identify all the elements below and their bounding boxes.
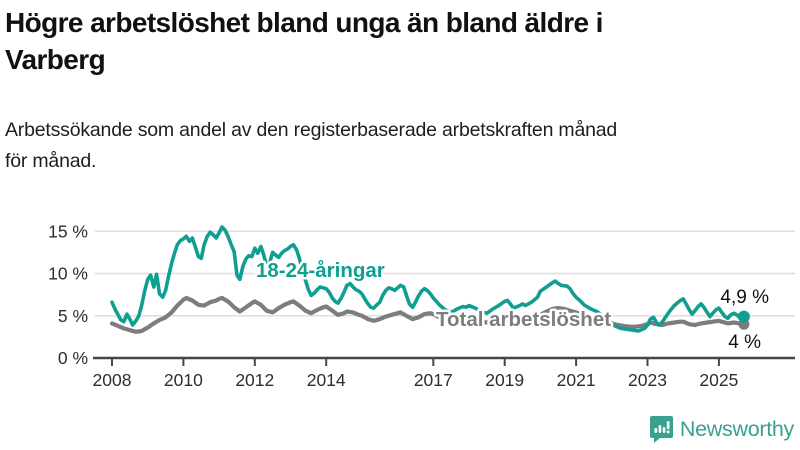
title-line-1: Högre arbetslöshet bland unga än bland ä… [5, 7, 603, 38]
series-line-1 [110, 225, 746, 333]
y-axis-labels: 0 % 5 % 10 % 15 % [48, 221, 88, 368]
bar-chart-speech-bubble-icon [649, 416, 673, 443]
x-tick-label: 2008 [93, 370, 132, 390]
y-tick-label: 0 % [58, 348, 88, 368]
title-line-2: Varberg [5, 44, 106, 75]
end-value-label-total: 4 % [728, 332, 761, 353]
x-tick-label: 2012 [235, 370, 274, 390]
series-label-total-arbetsloshet: Total arbetslöshet [436, 308, 611, 331]
chart-subtitle: Arbetssökande som andel av den registerb… [5, 115, 797, 177]
subtitle-line-2: för månad. [5, 150, 97, 172]
y-tick-label: 10 % [48, 264, 88, 284]
x-tick-label: 2025 [699, 370, 738, 390]
series-end-dot-1 [737, 310, 750, 323]
series-end-dots [737, 310, 750, 330]
x-tick-label: 2023 [628, 370, 667, 390]
page-title: Högre arbetslöshet bland unga än bland ä… [5, 4, 797, 78]
brand-name: Newsworthy [679, 417, 794, 441]
y-tick-label: 5 % [58, 306, 88, 326]
x-tick-label: 2017 [414, 370, 453, 390]
newsworthy-logo: Newsworthy [649, 415, 794, 444]
x-axis-labels: 2008 2010 2012 2014 2017 2019 2021 2023 2025 [93, 370, 739, 390]
series-line-0 [109, 295, 746, 334]
x-tick-label: 2010 [164, 370, 203, 390]
x-tick-label: 2014 [307, 370, 346, 390]
subtitle-line-1: Arbetssökande som andel av den registerb… [5, 119, 618, 141]
x-axis [93, 356, 795, 366]
series-label-18-24-aringar: 18-24-åringar [256, 259, 385, 282]
x-tick-label: 2019 [485, 370, 524, 390]
series-lines [109, 225, 746, 334]
y-tick-label: 15 % [48, 221, 88, 241]
end-value-label-youth: 4,9 % [720, 287, 769, 308]
x-tick-label: 2021 [557, 370, 596, 390]
